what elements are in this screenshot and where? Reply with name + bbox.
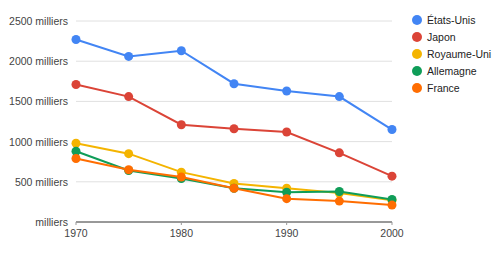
series-line xyxy=(76,85,392,177)
series-marker xyxy=(72,80,81,89)
series-marker xyxy=(335,187,344,196)
y-tick-label: 1500 milliers xyxy=(9,95,68,107)
series-line xyxy=(76,143,392,200)
series-marker xyxy=(282,194,291,203)
series-marker xyxy=(230,184,239,193)
legend-label: Royaume-Uni xyxy=(427,48,491,60)
y-tick-label: 2000 milliers xyxy=(9,55,68,67)
x-tick xyxy=(181,222,182,225)
series-marker xyxy=(388,201,397,210)
series-line xyxy=(76,39,392,129)
grid-line xyxy=(76,141,392,142)
legend-swatch xyxy=(412,83,422,93)
series-marker xyxy=(124,92,133,101)
grid-line xyxy=(76,21,392,22)
series-marker xyxy=(177,46,186,55)
series-marker xyxy=(177,120,186,129)
y-tick-label: 500 milliers xyxy=(15,176,68,188)
series-marker xyxy=(335,197,344,206)
series-marker xyxy=(230,124,239,133)
series-marker xyxy=(72,154,81,163)
x-tick xyxy=(286,222,287,225)
grid-line xyxy=(76,222,392,223)
legend-swatch xyxy=(412,49,422,59)
legend-swatch xyxy=(412,32,422,42)
series-marker xyxy=(72,139,81,148)
series-marker xyxy=(124,149,133,158)
legend-label: Japon xyxy=(427,31,456,43)
series-marker xyxy=(388,125,397,134)
series-line xyxy=(76,151,392,199)
series-marker xyxy=(335,92,344,101)
x-tick xyxy=(76,222,77,225)
series-marker xyxy=(72,35,81,44)
series-marker xyxy=(124,52,133,61)
y-tick-label: 2500 milliers xyxy=(9,15,68,27)
chart-container: milliers 500 milliers 1000 milliers 1500 mi… xyxy=(0,0,500,262)
series-marker xyxy=(177,172,186,181)
legend-label: France xyxy=(427,82,460,94)
series-marker xyxy=(230,184,239,193)
chart-svg: milliers 500 milliers 1000 milliers 1500 mi… xyxy=(0,0,500,262)
series-marker xyxy=(282,127,291,136)
x-tick-label: 1970 xyxy=(64,227,88,239)
y-tick-label: 1000 milliers xyxy=(9,136,68,148)
series-marker xyxy=(124,166,133,175)
x-tick-label: 1980 xyxy=(170,227,194,239)
series-marker xyxy=(388,172,397,181)
legend-swatch xyxy=(412,15,422,25)
plot-area xyxy=(72,35,397,210)
legend-label: États-Unis xyxy=(427,14,475,26)
series-marker xyxy=(335,148,344,157)
series-line xyxy=(76,158,392,205)
grid-line xyxy=(76,61,392,62)
series-marker xyxy=(230,79,239,88)
series-marker xyxy=(124,165,133,174)
legend-swatch xyxy=(412,66,422,76)
y-tick-label: milliers xyxy=(35,216,68,228)
x-tick-label: 2000 xyxy=(380,227,404,239)
x-tick-label: 1990 xyxy=(275,227,299,239)
series-marker xyxy=(282,86,291,95)
x-tick xyxy=(392,222,393,225)
legend-label: Allemagne xyxy=(427,65,477,77)
